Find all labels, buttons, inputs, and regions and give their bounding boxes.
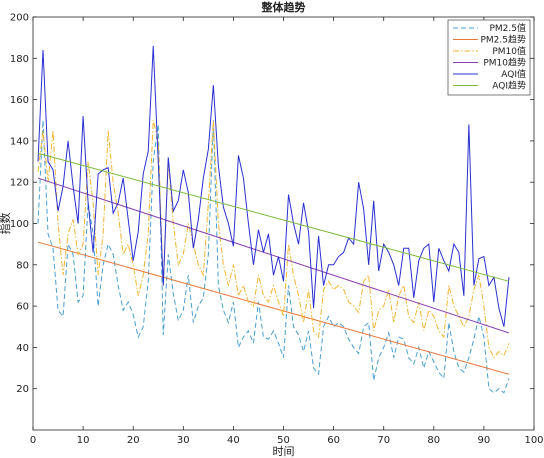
y-tick-label: 200 [10, 13, 29, 24]
series-line-4 [37, 45, 510, 327]
series-line-1 [37, 241, 510, 375]
series-line-5 [37, 152, 510, 282]
legend-label: AQI值 [501, 68, 526, 80]
y-tick-label: 120 [10, 178, 29, 189]
series-group [37, 45, 510, 394]
y-tick-label: 80 [16, 260, 29, 271]
y-tick-label: 60 [16, 302, 29, 313]
legend-box [447, 19, 531, 96]
legend-label: PM10趋势 [483, 57, 526, 69]
series-line-3 [37, 177, 510, 334]
x-tick-label: 100 [524, 435, 543, 446]
x-tick-label: 20 [127, 435, 140, 446]
x-tick-label: 80 [427, 435, 440, 446]
legend-label: PM2.5值 [489, 22, 526, 34]
legend-label: AQI趋势 [492, 80, 526, 92]
x-tick-label: 70 [377, 435, 390, 446]
y-tick-label: 40 [16, 343, 29, 354]
y-tick-label: 100 [10, 219, 29, 230]
y-tick-label: 140 [10, 136, 29, 147]
y-axis-title: 指数 [0, 213, 12, 235]
y-tick-label: 20 [16, 384, 29, 395]
x-axis-title: 时间 [273, 445, 295, 458]
x-tick-label: 0 [30, 435, 36, 446]
series-line-0 [37, 120, 510, 394]
x-tick-label: 40 [227, 435, 240, 446]
series-line-2 [37, 120, 510, 359]
y-tick-label: 160 [10, 95, 29, 106]
x-tick-label: 90 [478, 435, 491, 446]
legend-label: PM10值 [492, 45, 526, 57]
x-tick-label: 60 [327, 435, 340, 446]
x-tick-label: 10 [77, 435, 90, 446]
x-tick-label: 50 [277, 435, 290, 446]
chart-title: 整体趋势 [261, 0, 306, 14]
axes-group: 0 10 20 30 40 50 60 70 80 90 100 20 40 60 80 100 120 140 1… [10, 13, 544, 447]
legend-label: PM2.5趋势 [480, 34, 526, 46]
y-tick-label: 180 [10, 54, 29, 65]
x-tick-label: 30 [177, 435, 190, 446]
